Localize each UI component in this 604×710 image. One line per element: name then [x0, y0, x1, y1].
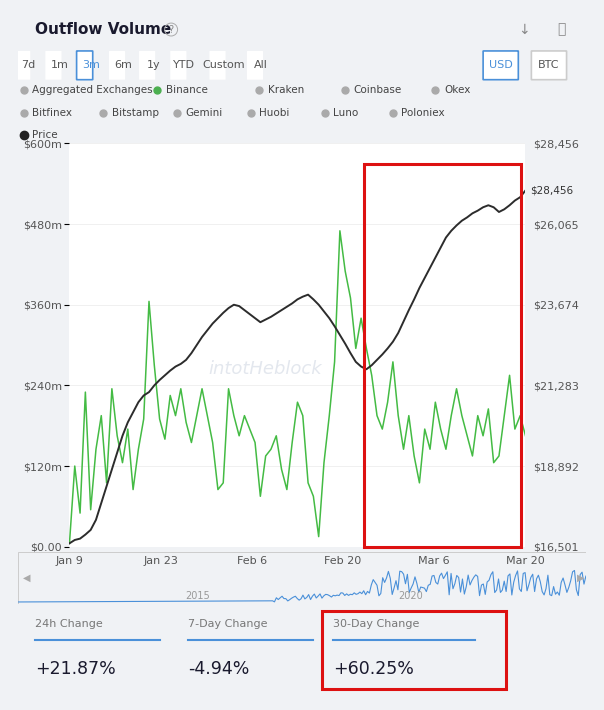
FancyBboxPatch shape: [247, 51, 263, 80]
Text: Gemini: Gemini: [185, 109, 223, 119]
FancyBboxPatch shape: [77, 51, 93, 80]
Text: 7d: 7d: [21, 60, 36, 70]
Text: BTC: BTC: [538, 60, 560, 70]
Text: ?: ?: [169, 25, 174, 35]
Text: +21.87%: +21.87%: [35, 660, 116, 678]
Text: Coinbase: Coinbase: [353, 85, 401, 95]
Text: Bitfinex: Bitfinex: [33, 109, 72, 119]
FancyBboxPatch shape: [210, 51, 225, 80]
Text: YTD: YTD: [173, 60, 196, 70]
Text: $28,456: $28,456: [530, 185, 573, 195]
Text: Outflow Volume: Outflow Volume: [35, 22, 172, 37]
Text: 7-Day Change: 7-Day Change: [188, 618, 268, 628]
Text: 1y: 1y: [146, 60, 160, 70]
Text: 6m: 6m: [114, 60, 132, 70]
Text: -4.94%: -4.94%: [188, 660, 250, 678]
Text: ◀: ◀: [23, 573, 30, 583]
FancyBboxPatch shape: [170, 51, 187, 80]
Text: All: All: [254, 60, 268, 70]
FancyBboxPatch shape: [139, 51, 155, 80]
Text: Poloniex: Poloniex: [401, 109, 445, 119]
FancyBboxPatch shape: [45, 51, 62, 80]
Text: Okex: Okex: [444, 85, 471, 95]
FancyBboxPatch shape: [109, 51, 125, 80]
Text: Luno: Luno: [333, 109, 359, 119]
Text: intotHeblock: intotHeblock: [209, 360, 323, 378]
Text: Custom: Custom: [202, 60, 245, 70]
Text: ↓: ↓: [518, 23, 529, 36]
FancyBboxPatch shape: [14, 51, 30, 80]
Bar: [18, 552, 586, 604]
Text: +60.25%: +60.25%: [333, 660, 414, 678]
Text: Price: Price: [33, 130, 58, 140]
Text: Kraken: Kraken: [268, 85, 304, 95]
Text: Huobi: Huobi: [260, 109, 290, 119]
Bar: [364, 163, 521, 547]
Text: ⤢: ⤢: [557, 23, 566, 36]
Text: 30-Day Change: 30-Day Change: [333, 618, 420, 628]
Text: 2020: 2020: [399, 591, 423, 601]
Text: 2015: 2015: [185, 591, 210, 601]
FancyBboxPatch shape: [532, 51, 567, 80]
Text: Aggregated Exchanges: Aggregated Exchanges: [33, 85, 153, 95]
Text: 3m: 3m: [82, 60, 100, 70]
Text: ▶: ▶: [577, 573, 584, 583]
Text: Bitstamp: Bitstamp: [112, 109, 159, 119]
Text: Binance: Binance: [165, 85, 208, 95]
FancyBboxPatch shape: [483, 51, 518, 80]
Text: USD: USD: [489, 60, 513, 70]
Text: 24h Change: 24h Change: [35, 618, 103, 628]
Text: 1m: 1m: [51, 60, 68, 70]
